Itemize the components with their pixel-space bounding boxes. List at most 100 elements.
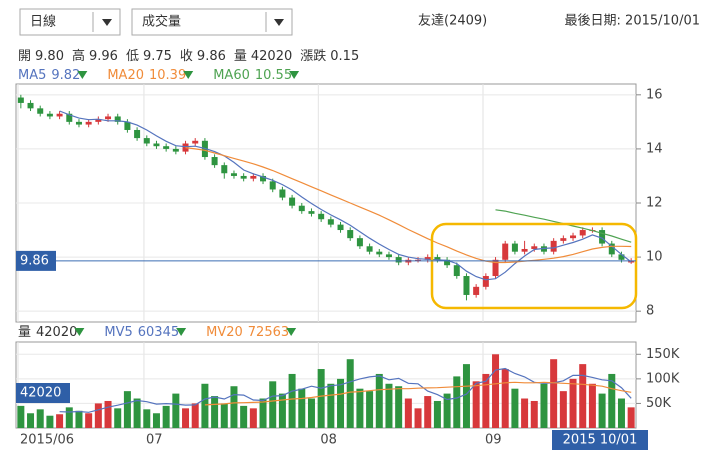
- volume-bar: [133, 398, 141, 428]
- volume-bar: [472, 381, 480, 428]
- candle-body: [608, 243, 615, 255]
- legend-value: 9.82: [51, 68, 80, 83]
- legend-arrow: [289, 71, 300, 79]
- info-label: 收: [180, 49, 193, 64]
- legend-name: 量: [18, 325, 31, 340]
- dropdown-arrow: [102, 19, 112, 26]
- candle-body: [37, 108, 44, 114]
- candle-body: [424, 257, 431, 260]
- volume-bar: [220, 403, 228, 428]
- info-label: 量: [234, 49, 247, 64]
- y-tick-label: 8: [646, 304, 654, 319]
- info-label: 高: [72, 48, 85, 64]
- volume-bar: [482, 373, 490, 428]
- candle-body: [366, 246, 373, 252]
- legend-name: MA60: [213, 68, 250, 83]
- y-tick-label: 100K: [646, 371, 680, 386]
- legend-value: 72563: [248, 325, 289, 340]
- candle-body: [172, 148, 179, 152]
- volume-bar: [172, 393, 180, 428]
- volume-bar: [75, 410, 83, 428]
- candle-body: [531, 246, 538, 249]
- volume-bar: [492, 354, 500, 428]
- x-tick-label: 08: [320, 433, 337, 448]
- volume-bar: [259, 398, 267, 428]
- candle-body: [482, 276, 489, 287]
- candle-body: [473, 286, 480, 295]
- volume-bar: [433, 400, 441, 428]
- volume-bar: [627, 407, 635, 428]
- volume-bar: [453, 376, 461, 428]
- candle-body: [75, 121, 82, 125]
- candle-body: [134, 129, 141, 139]
- volume-bar: [27, 413, 35, 428]
- volume-bar: [559, 391, 567, 428]
- dropdown-arrow: [274, 19, 284, 26]
- legend-entry: MV5 60345: [104, 325, 179, 340]
- candle-body: [570, 235, 577, 239]
- volume-bar: [579, 364, 587, 428]
- volume-bar: [152, 413, 160, 428]
- candle-body: [250, 175, 257, 179]
- last-date: 最後日期: 2015/10/01: [565, 14, 700, 29]
- y-tick-label: 16: [646, 87, 663, 102]
- volume-bar: [249, 408, 257, 428]
- candle-body: [163, 146, 170, 149]
- cursor-date: 2015 10/01: [563, 433, 638, 448]
- volume-bar: [65, 407, 73, 428]
- candle-body: [415, 259, 422, 261]
- volume-bar: [443, 393, 451, 428]
- cursor-price: 9.86: [20, 253, 49, 268]
- cursor-box: [16, 383, 70, 403]
- candle-body: [85, 121, 92, 125]
- candle-body: [153, 143, 160, 147]
- candle-body: [279, 189, 286, 198]
- volume-bar: [114, 408, 122, 428]
- candle-body: [66, 113, 73, 122]
- x-tick-label: 2015/06: [20, 433, 74, 448]
- volume-bar: [278, 393, 286, 428]
- volume-bar: [191, 403, 199, 428]
- volume-bar: [550, 359, 558, 428]
- legend-entry: MA60 10.55: [213, 68, 292, 83]
- cursor-volume: 42020: [20, 386, 61, 401]
- candle-body: [17, 97, 24, 103]
- ma-line: [59, 110, 632, 281]
- volume-bar: [404, 398, 412, 428]
- legend-arrow: [286, 328, 297, 336]
- volume-bar: [598, 393, 606, 428]
- legend-name: MA5: [18, 68, 46, 83]
- candle-body: [105, 116, 112, 120]
- candle-body: [347, 230, 354, 239]
- ma-line: [185, 147, 632, 264]
- volume-bar: [414, 408, 422, 428]
- legend-entry: MA5 9.82: [18, 68, 80, 83]
- legend-arrow: [183, 71, 194, 79]
- candle-body: [318, 213, 325, 220]
- period-select[interactable]: [19, 8, 121, 36]
- legend-entry: 量 42020: [18, 325, 77, 340]
- ma-line: [204, 381, 632, 406]
- volume-bar: [617, 398, 625, 428]
- info-value: 9.86: [197, 49, 226, 64]
- candle-body: [298, 205, 305, 212]
- legend-name: MA20: [107, 68, 144, 83]
- candle-body: [230, 173, 237, 176]
- volume-bar: [269, 381, 277, 428]
- x-tick-label: 07: [146, 433, 163, 448]
- candle-body: [192, 140, 199, 144]
- candle-body: [385, 254, 392, 258]
- indicator-select[interactable]: [131, 8, 293, 36]
- legend-arrow: [176, 328, 187, 336]
- volume-bar: [288, 373, 296, 428]
- candle-body: [376, 251, 383, 255]
- info-label: 低: [126, 49, 139, 64]
- candle-body: [27, 102, 34, 109]
- volume-bar: [94, 403, 102, 428]
- y-tick-label: 14: [646, 141, 663, 156]
- candle-body: [356, 238, 363, 247]
- candle-body: [114, 116, 121, 122]
- volume-bar: [569, 378, 577, 428]
- volume-bar: [123, 391, 131, 428]
